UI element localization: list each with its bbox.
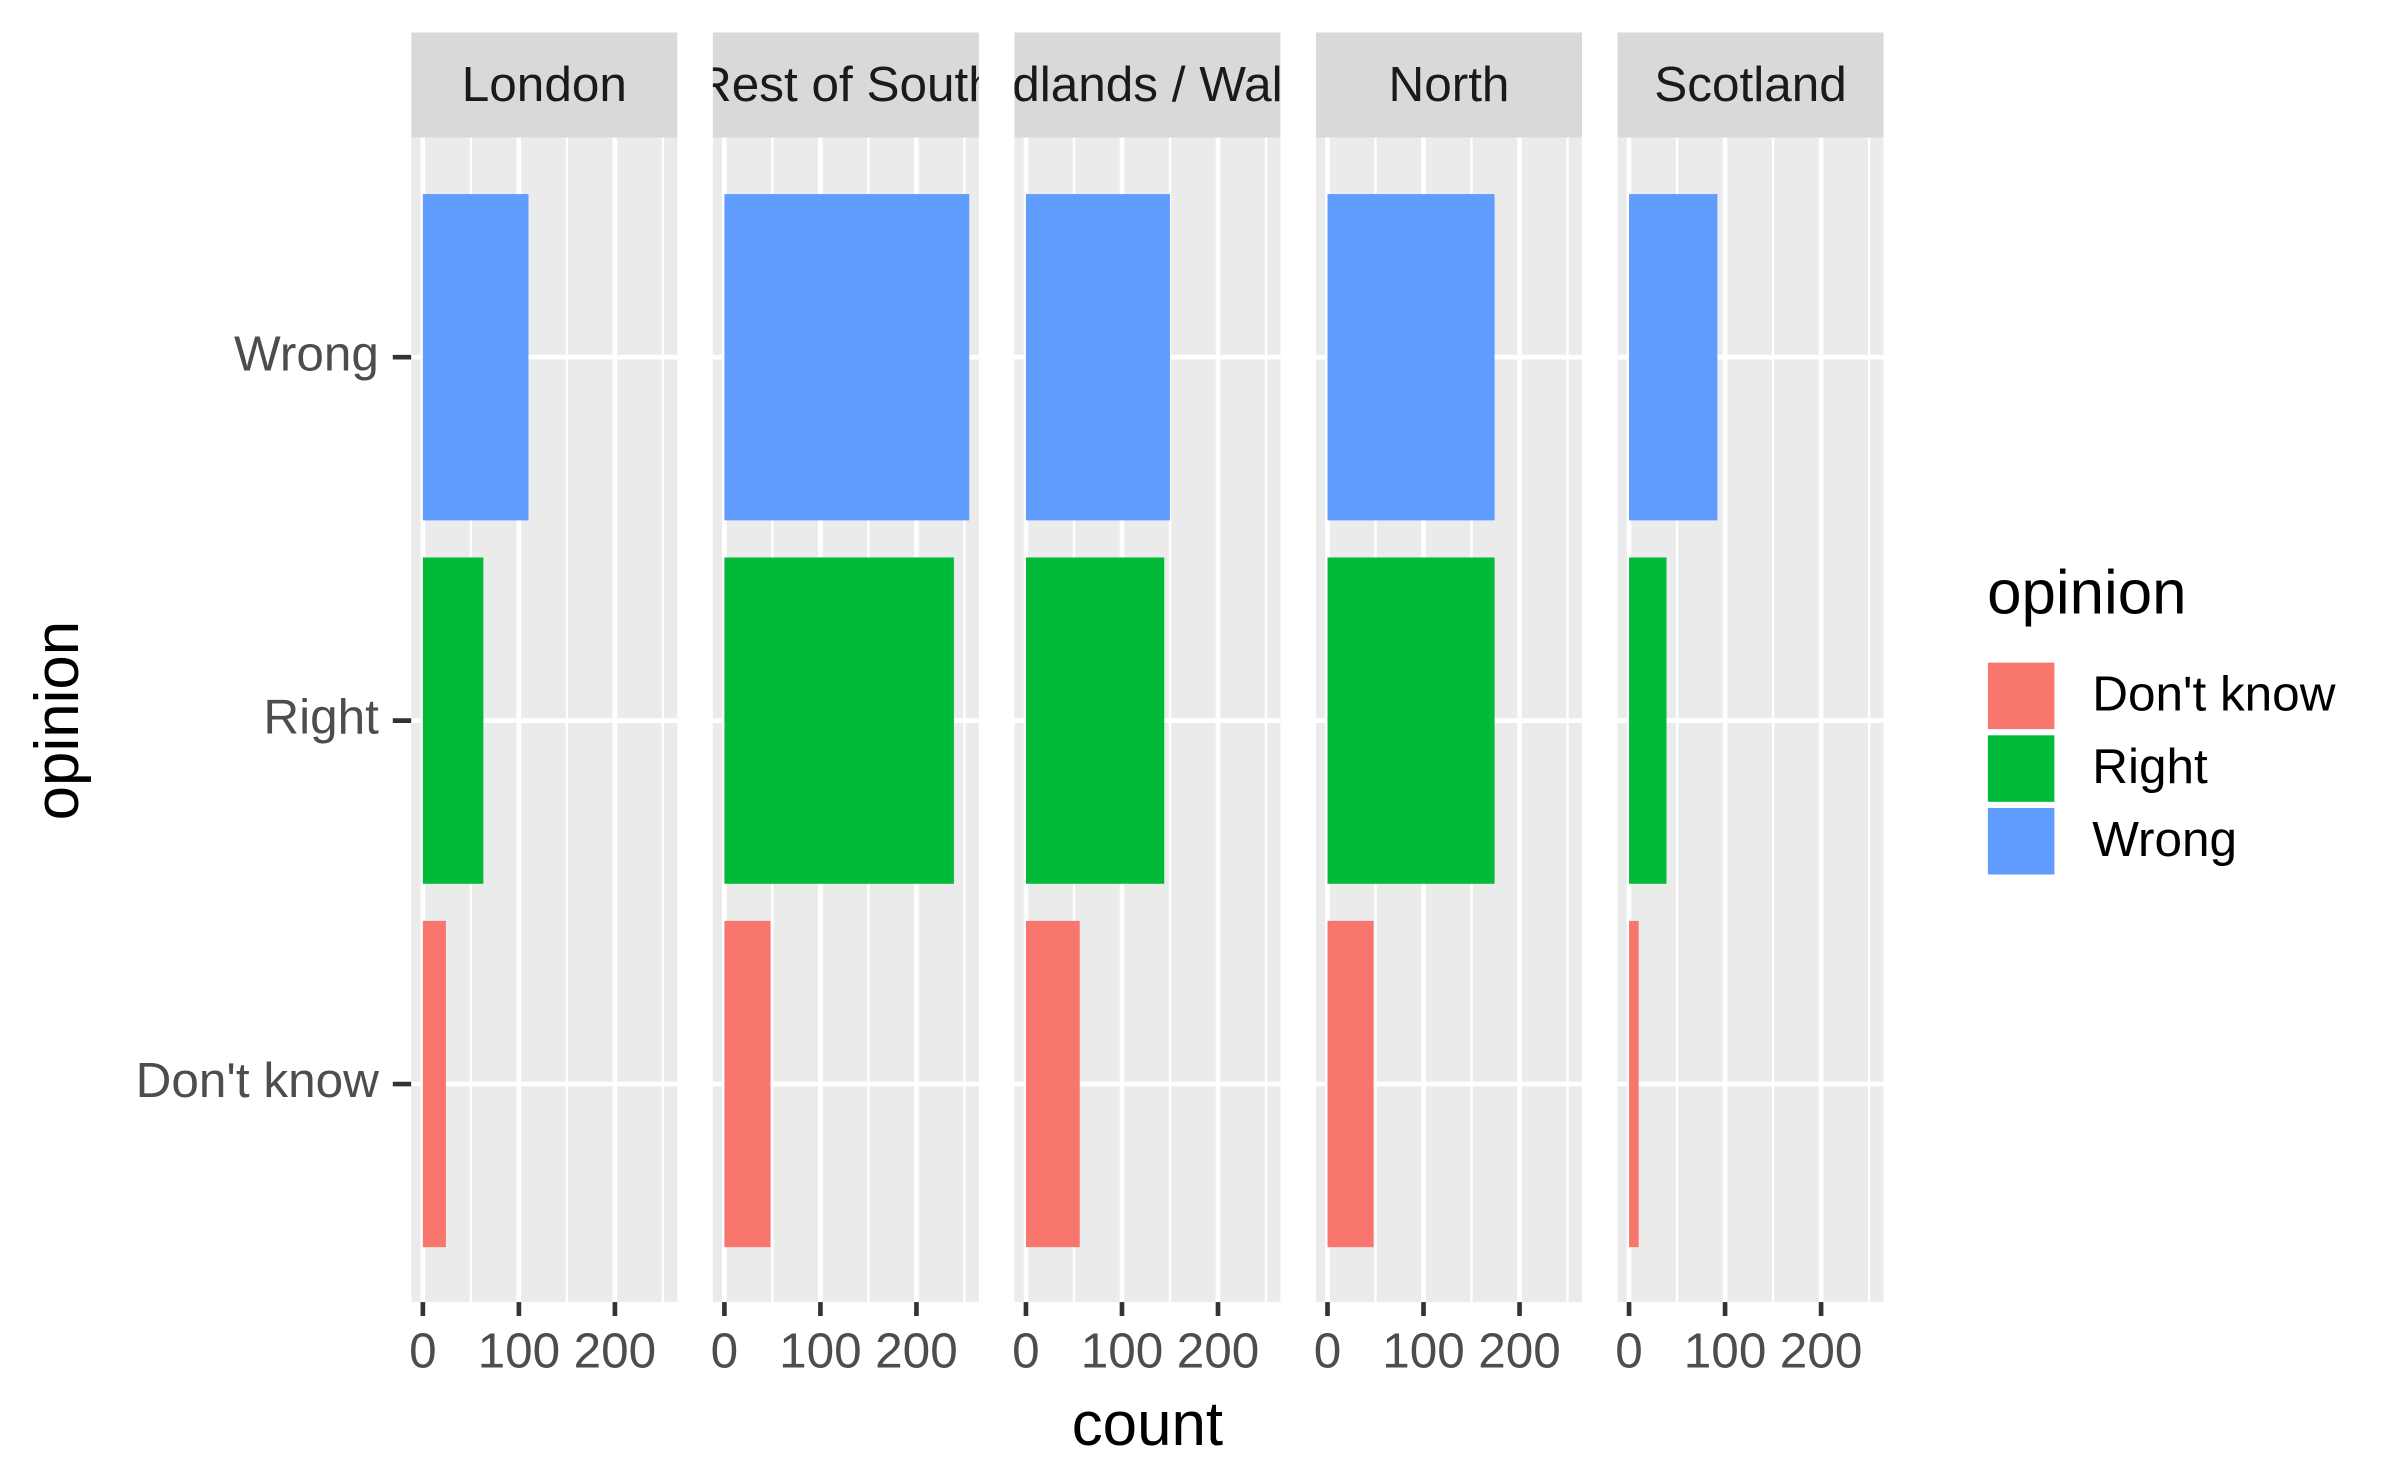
x-tick-label: 0 — [711, 1324, 739, 1379]
x-tick-label: 100 — [779, 1324, 862, 1379]
y-axis-title: opinion — [23, 621, 92, 820]
bar — [1025, 194, 1170, 521]
bar — [1025, 557, 1165, 884]
legend-label: Right — [2092, 739, 2208, 794]
bar — [724, 920, 771, 1248]
x-tick-label: 0 — [1615, 1324, 1643, 1379]
x-tick-label: 200 — [875, 1324, 958, 1379]
legend-key — [1986, 806, 2056, 877]
bar — [1629, 920, 1639, 1248]
x-tick-label: 200 — [1478, 1324, 1561, 1379]
legend-title: opinion — [1987, 558, 2186, 627]
x-tick-label: 200 — [1177, 1324, 1260, 1379]
strip-label: London — [462, 57, 627, 112]
legend-key — [1986, 733, 2056, 804]
strip-label: Midlands / Wales — [960, 57, 1335, 112]
bar — [1327, 557, 1495, 884]
bar — [1629, 557, 1667, 884]
x-tick-label: 100 — [1081, 1324, 1164, 1379]
y-tick-label: Don't know — [136, 1053, 379, 1108]
x-axis-title: count — [1072, 1390, 1223, 1459]
legend-key — [1986, 661, 2056, 731]
legend-label: Don't know — [2092, 667, 2335, 722]
strip-label: Rest of South — [696, 57, 996, 112]
bar — [724, 194, 970, 521]
bar — [1327, 920, 1374, 1248]
bar — [1327, 194, 1495, 521]
legend-label: Wrong — [2092, 812, 2237, 867]
x-tick-label: 200 — [1780, 1324, 1863, 1379]
x-tick-label: 100 — [1382, 1324, 1465, 1379]
bar — [1629, 194, 1718, 521]
x-tick-label: 100 — [478, 1324, 561, 1379]
bar — [724, 557, 954, 884]
y-tick-label: Right — [263, 690, 379, 745]
x-tick-label: 0 — [1012, 1324, 1040, 1379]
bar — [422, 557, 484, 884]
x-tick-label: 0 — [1314, 1324, 1342, 1379]
y-tick-label: Wrong — [234, 326, 379, 381]
x-tick-label: 100 — [1684, 1324, 1767, 1379]
bar — [422, 194, 529, 521]
strip-label: North — [1388, 57, 1509, 112]
bar — [422, 920, 446, 1248]
strip-label: Scotland — [1654, 57, 1847, 112]
strip-background — [1014, 32, 1281, 138]
strip-background — [1617, 32, 1884, 138]
x-tick-label: 200 — [574, 1324, 657, 1379]
strip-background — [712, 32, 979, 138]
strip-background — [411, 32, 678, 138]
bar — [1025, 920, 1080, 1248]
x-tick-label: 0 — [409, 1324, 437, 1379]
strip-background — [1315, 32, 1582, 138]
